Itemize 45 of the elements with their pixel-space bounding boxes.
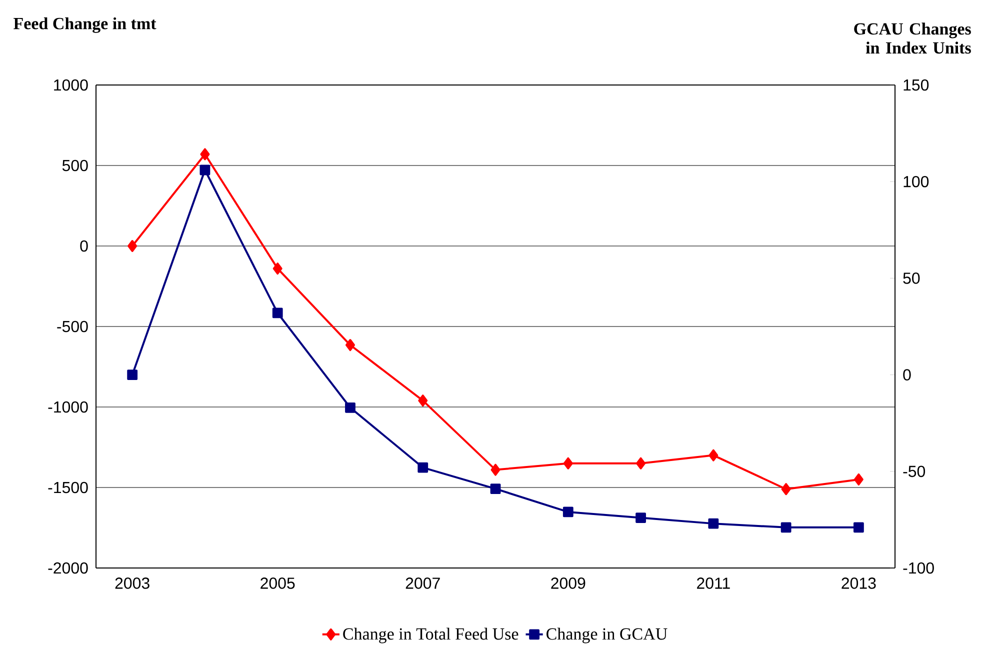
point — [854, 473, 864, 486]
point — [345, 339, 355, 352]
legend-label: Change in GCAU — [546, 628, 668, 644]
point — [780, 522, 792, 533]
point — [563, 457, 573, 470]
y-tick-label: -500 — [57, 320, 88, 332]
point — [272, 262, 282, 275]
point — [418, 394, 428, 407]
point — [345, 402, 356, 413]
y-tick-label: 500 — [62, 160, 88, 172]
y-tick-label: -1500 — [48, 482, 88, 494]
point — [490, 484, 501, 494]
y2-tick-label: 100 — [904, 176, 929, 188]
y-axis-title: Feed Change in tmt — [14, 17, 156, 33]
point — [853, 522, 864, 533]
y2-tick-label: -50 — [903, 466, 926, 478]
point — [708, 449, 718, 462]
point — [272, 308, 283, 318]
point — [562, 506, 574, 518]
point — [781, 483, 791, 496]
y2-tick-label: 0 — [903, 369, 911, 380]
point — [128, 240, 138, 252]
x-tick-label: 2011 — [697, 578, 730, 589]
point — [708, 518, 719, 529]
point — [200, 148, 210, 160]
x-tick-label: 2007 — [406, 578, 440, 589]
point — [200, 164, 210, 176]
point — [127, 370, 138, 380]
y2-axis-title: GCAU Changes in Index Units — [854, 22, 971, 54]
y-tick-label: -2000 — [48, 562, 88, 574]
y2-tick-label: 50 — [903, 272, 920, 284]
y2-tick-label: -100 — [903, 562, 934, 574]
point — [636, 512, 646, 523]
x-tick-label: 2013 — [842, 578, 876, 589]
x-tick-label: 2005 — [260, 578, 295, 589]
y-tick-label: -1000 — [48, 401, 88, 413]
point — [418, 462, 428, 473]
point — [636, 457, 646, 470]
point — [490, 464, 500, 476]
x-tick-label: 2003 — [115, 578, 150, 589]
legend-label: Change in Total Feed Use — [343, 628, 518, 644]
y-tick-label: 0 — [80, 240, 88, 252]
y2-tick-label: 150 — [904, 79, 929, 91]
y-tick-label: 1000 — [54, 79, 88, 91]
x-tick-label: 2009 — [551, 578, 586, 589]
